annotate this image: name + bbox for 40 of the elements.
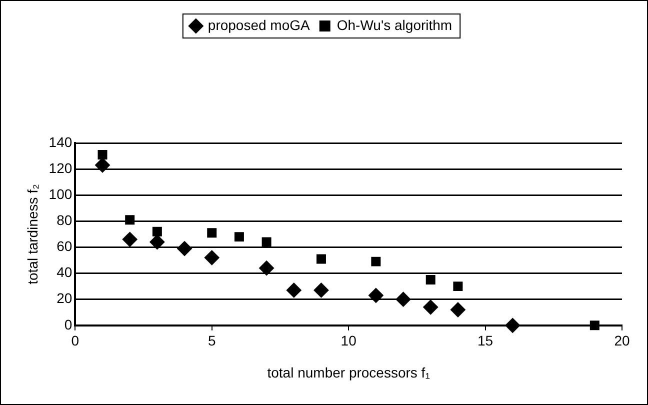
x-axis-title: total number processors f₁ (267, 364, 430, 380)
x-tick-label: 5 (208, 332, 216, 349)
point (234, 232, 244, 242)
y-tick-label: 140 (48, 134, 72, 150)
y-tick-label: 60 (56, 238, 72, 254)
point (423, 300, 438, 315)
y-tick-label: 20 (56, 290, 72, 306)
x-tick-label: 10 (340, 332, 357, 349)
point (204, 250, 220, 266)
point (177, 241, 192, 256)
x-tick-label: 15 (478, 332, 494, 349)
point (590, 320, 600, 330)
point (150, 234, 165, 250)
point (95, 158, 110, 173)
y-axis-title: total tardiness f₂ (24, 184, 40, 284)
point (152, 226, 162, 236)
point (371, 256, 381, 266)
x-tick-label: 20 (614, 332, 630, 349)
y-tick-label: 80 (56, 212, 72, 228)
point (368, 288, 384, 303)
point (125, 215, 135, 225)
y-tick-label: 120 (48, 160, 72, 176)
point (286, 282, 302, 298)
y-tick-label: 0 (64, 316, 72, 332)
point (259, 260, 274, 276)
point (262, 237, 272, 247)
point (396, 292, 411, 307)
point (122, 232, 138, 247)
point (316, 254, 326, 264)
point (505, 318, 520, 333)
point (207, 228, 217, 238)
point (426, 275, 436, 285)
legend-label: Oh-Wu's algorithm (336, 16, 452, 33)
point (314, 282, 329, 298)
legend-label: proposed moGA (208, 16, 311, 33)
point (98, 150, 108, 160)
point (450, 302, 466, 318)
point (453, 282, 463, 292)
y-tick-label: 40 (56, 264, 72, 280)
y-tick-label: 100 (48, 186, 72, 202)
